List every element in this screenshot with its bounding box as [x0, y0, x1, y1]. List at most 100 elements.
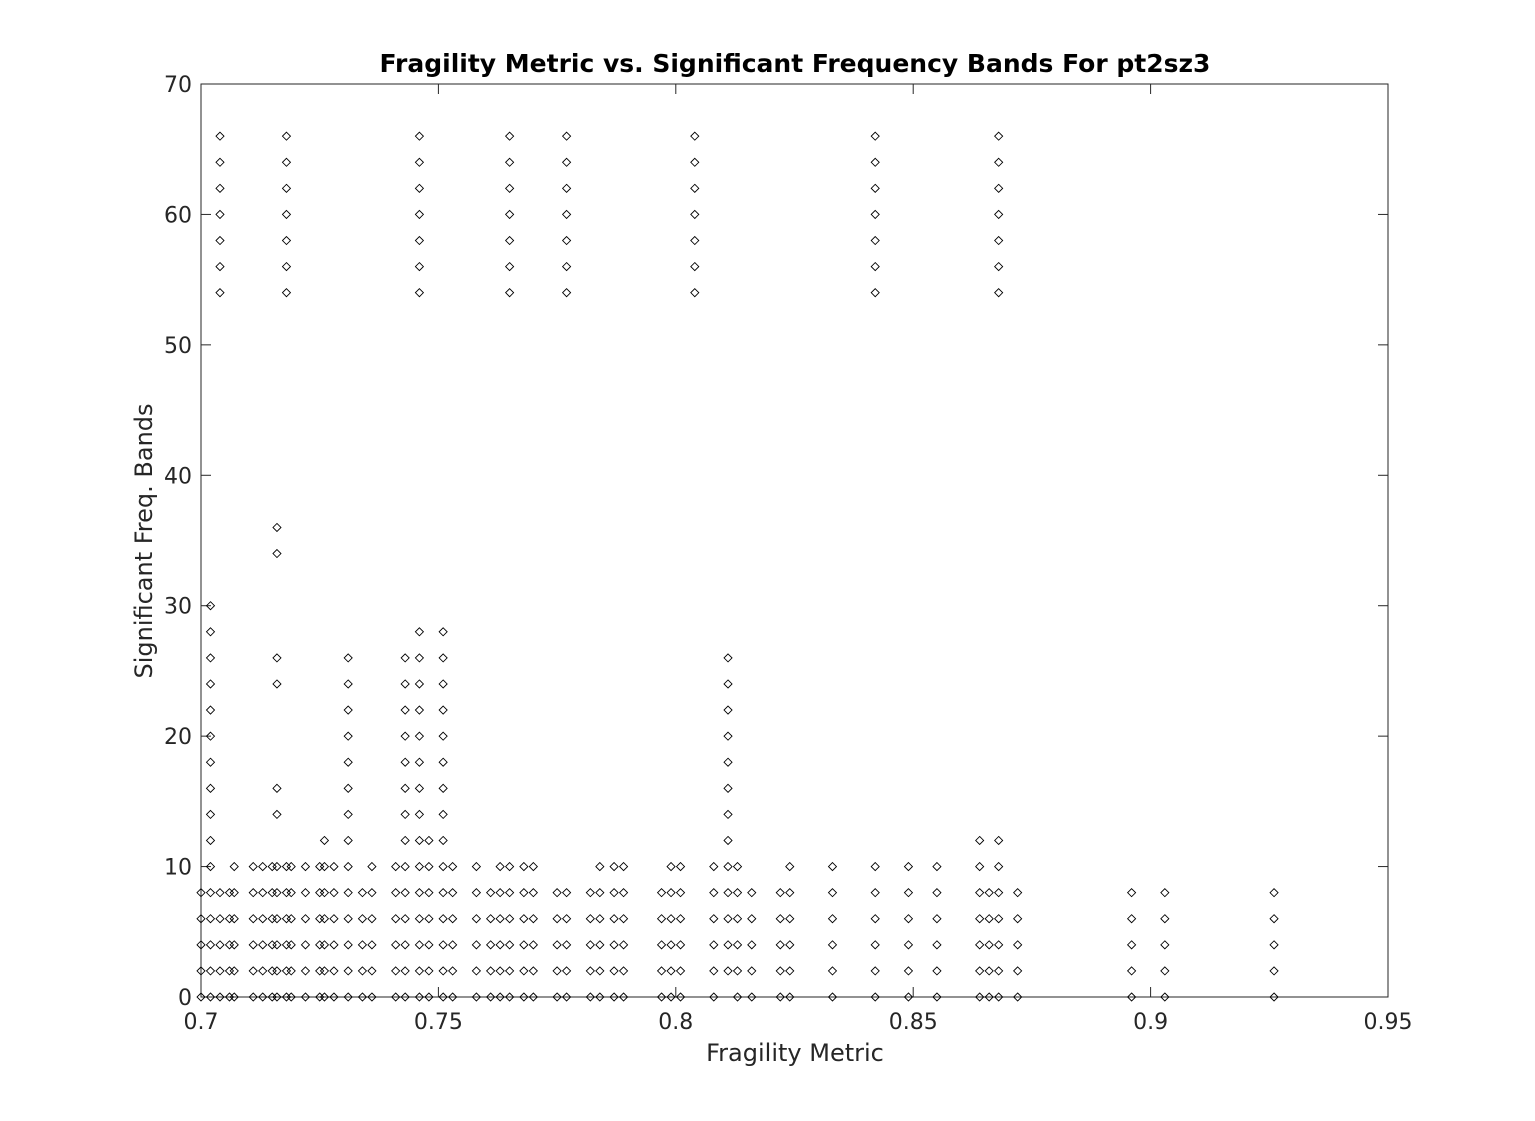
scatter-point: [1269, 992, 1279, 1002]
scatter-point: [471, 992, 482, 1002]
scatter-point: [827, 966, 838, 976]
scatter-point: [438, 888, 448, 898]
scatter-point: [258, 914, 268, 924]
scatter-point: [666, 914, 676, 924]
scatter-point: [618, 992, 629, 1002]
scatter-point: [300, 888, 311, 898]
scatter-point: [1013, 940, 1023, 950]
scatter-point: [975, 966, 985, 976]
scatter-point: [438, 627, 448, 637]
y-tick-label: 20: [164, 725, 192, 750]
scatter-point: [414, 679, 425, 689]
scatter-point: [319, 966, 330, 976]
scatter-point: [585, 914, 595, 924]
scatter-point: [367, 914, 377, 924]
scatter-point: [585, 888, 595, 898]
scatter-point: [438, 940, 448, 950]
scatter-point: [300, 914, 311, 924]
scatter-point: [357, 940, 368, 950]
scatter-point: [723, 757, 733, 767]
scatter-point: [1160, 888, 1170, 898]
scatter-point: [932, 861, 942, 872]
scatter-point: [414, 183, 425, 193]
scatter-point: [666, 940, 676, 950]
scatter-point: [975, 861, 985, 872]
scatter-point: [205, 992, 216, 1002]
scatter-point: [585, 966, 595, 976]
scatter-point: [994, 835, 1004, 846]
scatter-point: [414, 731, 425, 741]
scatter-point: [618, 914, 629, 924]
scatter-point: [272, 783, 282, 793]
scatter-point: [1013, 966, 1023, 976]
scatter-point: [438, 966, 448, 976]
scatter-point: [400, 757, 410, 767]
scatter-point: [300, 966, 311, 976]
scatter-point: [504, 966, 515, 976]
scatter-point: [723, 888, 733, 898]
scatter-point: [357, 914, 368, 924]
y-tick-label: 40: [164, 464, 192, 489]
scatter-point: [519, 940, 529, 950]
scatter-point: [215, 131, 225, 141]
scatter-point: [903, 914, 914, 924]
scatter-point: [903, 861, 914, 872]
scatter-point: [424, 940, 434, 950]
scatter-point: [504, 861, 515, 872]
scatter-point: [215, 940, 225, 950]
scatter-point: [485, 992, 496, 1002]
scatter-point: [272, 914, 282, 924]
scatter-point: [552, 940, 562, 950]
scatter-point: [391, 914, 401, 924]
scatter-point: [561, 914, 572, 924]
scatter-point: [656, 914, 667, 924]
scatter-point: [595, 940, 605, 950]
scatter-point: [675, 966, 686, 976]
scatter-point: [329, 888, 339, 898]
scatter-point: [504, 157, 515, 167]
scatter-point: [300, 940, 311, 950]
scatter-point: [400, 835, 410, 846]
scatter-point: [561, 261, 572, 272]
scatter-point: [975, 940, 985, 950]
scatter-point: [732, 888, 743, 898]
scatter-point: [609, 966, 619, 976]
scatter-point: [561, 992, 572, 1002]
scatter-point: [595, 888, 605, 898]
scatter-point: [281, 209, 292, 220]
scatter-point: [1126, 940, 1137, 950]
scatter-point: [424, 966, 434, 976]
scatter-point: [1160, 940, 1170, 950]
scatter-point: [747, 888, 757, 898]
scatter-point: [775, 966, 785, 976]
scatter-point: [400, 705, 410, 715]
scatter-point: [690, 157, 700, 167]
scatter-point: [528, 914, 538, 924]
scatter-point: [723, 861, 733, 872]
scatter-point: [424, 914, 434, 924]
scatter-point: [367, 888, 377, 898]
scatter-point: [656, 992, 667, 1002]
scatter-point: [870, 914, 880, 924]
scatter-point: [414, 653, 425, 663]
scatter-point: [932, 914, 942, 924]
x-tick-label: 0.7: [184, 1010, 219, 1035]
scatter-point: [424, 835, 434, 846]
scatter-point: [552, 888, 562, 898]
scatter-point: [827, 914, 838, 924]
scatter-point: [319, 835, 330, 846]
scatter-point: [300, 992, 311, 1002]
scatter-point: [205, 627, 216, 637]
scatter-point: [485, 914, 496, 924]
scatter-point: [994, 261, 1004, 272]
scatter-point: [286, 888, 296, 898]
scatter-point: [329, 861, 339, 872]
scatter-point: [561, 131, 572, 141]
scatter-point: [785, 861, 795, 872]
scatter-point: [732, 966, 743, 976]
scatter-point: [391, 888, 401, 898]
scatter-point: [609, 992, 619, 1002]
scatter-point: [414, 914, 425, 924]
scatter-point: [723, 940, 733, 950]
scatter-point: [438, 783, 448, 793]
